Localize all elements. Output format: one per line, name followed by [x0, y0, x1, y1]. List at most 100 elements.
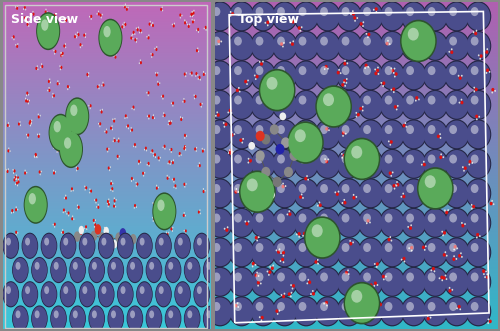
Circle shape: [208, 32, 232, 60]
Circle shape: [428, 272, 436, 282]
Circle shape: [384, 7, 392, 16]
Circle shape: [124, 233, 130, 244]
Circle shape: [168, 310, 173, 318]
Circle shape: [251, 209, 275, 237]
Circle shape: [189, 24, 190, 25]
Circle shape: [319, 147, 320, 149]
Circle shape: [444, 267, 469, 297]
Circle shape: [272, 179, 296, 207]
Circle shape: [445, 211, 448, 214]
Circle shape: [336, 149, 362, 179]
Circle shape: [466, 178, 491, 209]
Circle shape: [282, 295, 285, 298]
Circle shape: [60, 234, 76, 258]
Circle shape: [444, 208, 469, 238]
Circle shape: [266, 21, 270, 24]
Circle shape: [277, 302, 285, 311]
Circle shape: [98, 12, 100, 16]
Circle shape: [180, 154, 182, 156]
Circle shape: [472, 31, 474, 33]
Circle shape: [293, 178, 319, 209]
Circle shape: [325, 127, 328, 131]
Circle shape: [244, 220, 246, 222]
Circle shape: [234, 96, 242, 105]
Circle shape: [264, 22, 266, 24]
Circle shape: [408, 39, 410, 43]
Circle shape: [270, 124, 279, 135]
Circle shape: [272, 60, 297, 90]
Circle shape: [133, 145, 134, 147]
Circle shape: [98, 123, 99, 125]
Circle shape: [79, 233, 80, 235]
Circle shape: [272, 90, 297, 120]
Circle shape: [424, 3, 447, 30]
Circle shape: [158, 160, 160, 162]
Circle shape: [448, 51, 450, 53]
Circle shape: [64, 197, 65, 199]
Circle shape: [256, 96, 264, 105]
Circle shape: [320, 96, 328, 105]
Circle shape: [448, 287, 450, 289]
Circle shape: [72, 190, 74, 191]
Circle shape: [154, 48, 156, 49]
Circle shape: [461, 256, 463, 258]
Circle shape: [316, 150, 340, 178]
Circle shape: [352, 196, 356, 200]
Circle shape: [26, 19, 27, 20]
Circle shape: [53, 16, 54, 18]
Circle shape: [390, 144, 391, 146]
Circle shape: [40, 281, 58, 307]
Circle shape: [98, 88, 100, 89]
Circle shape: [152, 116, 154, 119]
Circle shape: [324, 158, 326, 160]
Circle shape: [140, 29, 141, 32]
Circle shape: [298, 272, 306, 282]
Circle shape: [70, 258, 86, 282]
Circle shape: [327, 68, 329, 70]
Circle shape: [49, 78, 50, 80]
Circle shape: [293, 237, 319, 267]
Circle shape: [304, 216, 341, 259]
Circle shape: [207, 178, 233, 209]
Circle shape: [190, 71, 192, 75]
Circle shape: [486, 50, 488, 54]
Circle shape: [278, 76, 281, 79]
Circle shape: [492, 88, 494, 91]
Circle shape: [492, 200, 493, 202]
Circle shape: [449, 125, 457, 134]
Circle shape: [75, 113, 76, 114]
Circle shape: [26, 172, 28, 173]
Circle shape: [442, 253, 446, 257]
Circle shape: [230, 15, 232, 17]
Circle shape: [442, 276, 446, 280]
Circle shape: [422, 163, 426, 166]
Circle shape: [384, 272, 392, 282]
Circle shape: [76, 35, 78, 37]
Circle shape: [346, 62, 348, 64]
Circle shape: [16, 262, 20, 270]
Circle shape: [29, 100, 30, 101]
Circle shape: [314, 1, 340, 31]
Circle shape: [207, 267, 233, 297]
Circle shape: [40, 173, 41, 175]
Circle shape: [256, 75, 258, 78]
Circle shape: [87, 241, 92, 249]
Circle shape: [290, 292, 292, 294]
Circle shape: [304, 149, 308, 153]
Circle shape: [466, 150, 490, 178]
Circle shape: [298, 236, 300, 238]
Circle shape: [9, 125, 10, 127]
Circle shape: [25, 238, 30, 246]
Circle shape: [152, 220, 154, 222]
Circle shape: [444, 251, 446, 253]
Circle shape: [27, 137, 28, 138]
Circle shape: [428, 213, 436, 222]
Circle shape: [70, 257, 86, 283]
Circle shape: [59, 130, 83, 168]
Circle shape: [270, 94, 271, 96]
Circle shape: [424, 298, 447, 325]
Circle shape: [422, 296, 448, 326]
Circle shape: [60, 141, 62, 144]
Circle shape: [17, 209, 18, 211]
Circle shape: [344, 60, 346, 62]
